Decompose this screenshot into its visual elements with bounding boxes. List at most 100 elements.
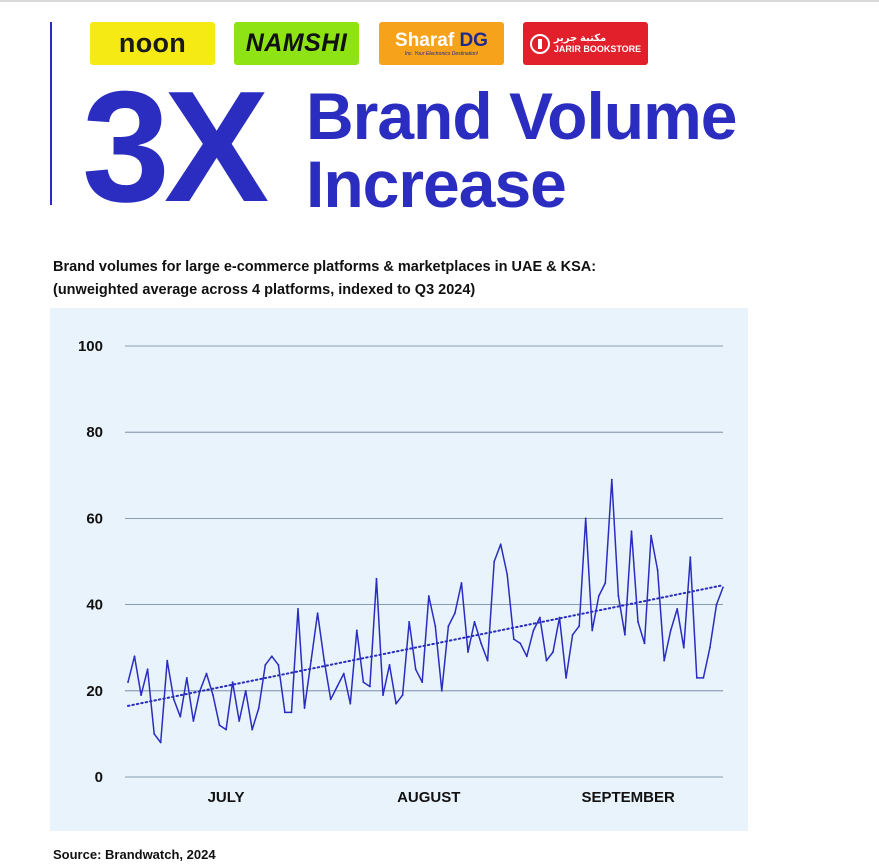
data-point xyxy=(604,582,607,584)
data-point xyxy=(212,694,214,697)
series-line-brand-volume xyxy=(127,478,724,744)
y-tick-label: 40 xyxy=(86,597,103,614)
headline-multiplier: 3X xyxy=(82,59,269,235)
data-point xyxy=(310,659,312,662)
data-point xyxy=(218,724,221,727)
data-point xyxy=(421,681,424,684)
data-point xyxy=(231,681,234,684)
chart-subtitle: Brand volumes for large e-commerce platf… xyxy=(53,256,596,302)
data-point xyxy=(127,681,129,684)
y-tick-label: 80 xyxy=(86,424,103,441)
data-point xyxy=(525,655,528,658)
data-point xyxy=(323,659,326,662)
data-point xyxy=(552,651,554,653)
namshi-logo: NAMSHI xyxy=(234,22,359,65)
data-point xyxy=(650,534,652,537)
sharaf-dg-tagline: Inc. Your Electronics Destination! xyxy=(404,50,479,57)
data-point xyxy=(284,711,286,714)
trend-line xyxy=(127,584,724,707)
data-point xyxy=(388,664,391,666)
data-point xyxy=(695,676,698,679)
data-point xyxy=(427,595,430,597)
data-point xyxy=(362,681,365,684)
data-point xyxy=(375,577,378,580)
data-point xyxy=(395,702,397,705)
data-point xyxy=(493,560,496,563)
data-point xyxy=(401,694,404,697)
data-point xyxy=(682,646,685,649)
jarir-arabic: مكتبة جرير xyxy=(553,32,607,44)
data-point xyxy=(624,633,626,636)
data-point xyxy=(369,685,371,688)
data-point xyxy=(676,608,679,610)
jarir-english: JARIR BOOKSTORE xyxy=(553,43,642,54)
data-point xyxy=(342,672,345,675)
data-point xyxy=(251,728,254,731)
sharaf-name: Sharaf xyxy=(395,29,455,51)
jarir-logo-text: مكتبة جرير JARIR BOOKSTORE xyxy=(553,32,642,54)
data-point xyxy=(454,612,456,615)
data-point xyxy=(584,517,587,520)
namshi-logo-text: NAMSHI xyxy=(245,29,348,57)
data-point xyxy=(185,676,188,679)
data-point xyxy=(473,620,476,623)
data-point xyxy=(610,478,613,481)
y-tick-label: 0 xyxy=(95,769,103,786)
data-point xyxy=(578,625,581,628)
data-point xyxy=(244,689,247,692)
data-point xyxy=(153,733,156,735)
data-point xyxy=(205,672,208,675)
data-point xyxy=(669,629,672,632)
data-point xyxy=(591,629,594,632)
data-point xyxy=(316,612,319,615)
data-point xyxy=(499,543,502,546)
data-point xyxy=(486,659,489,662)
data-point xyxy=(467,651,469,653)
data-point xyxy=(637,620,639,623)
data-point xyxy=(539,616,541,619)
data-point xyxy=(297,608,299,610)
accent-line xyxy=(50,22,52,205)
data-point xyxy=(140,694,142,697)
data-point xyxy=(722,586,724,589)
data-point xyxy=(179,715,182,718)
data-point xyxy=(460,582,463,584)
line-chart: 0 20 40 60 80 100 JULY AUGUST SEPTEMBER xyxy=(78,338,724,806)
jarir-emblem-icon xyxy=(529,33,550,54)
x-month-label: SEPTEMBER xyxy=(582,789,676,806)
chart-panel: 0 20 40 60 80 100 JULY AUGUST SEPTEMBER xyxy=(50,308,748,831)
headline-line-2: Increase xyxy=(306,147,567,221)
data-point xyxy=(597,595,600,597)
noon-logo-text: noon xyxy=(118,28,187,58)
sharaf-dg-logo-text: Sharaf DG xyxy=(395,29,488,51)
data-point xyxy=(277,664,280,666)
data-point xyxy=(532,629,535,632)
data-point xyxy=(630,530,633,533)
data-point xyxy=(512,638,515,640)
data-point xyxy=(408,620,411,623)
data-point xyxy=(159,741,162,744)
y-tick-label: 60 xyxy=(86,510,103,527)
data-point xyxy=(434,625,437,628)
data-point xyxy=(715,603,718,606)
data-point xyxy=(565,676,567,679)
data-point xyxy=(172,698,175,701)
top-rule xyxy=(0,0,879,2)
data-point xyxy=(663,659,666,662)
x-month-label: AUGUST xyxy=(397,789,460,806)
data-point xyxy=(303,707,306,709)
data-point xyxy=(447,625,450,628)
data-point xyxy=(643,642,646,645)
x-month-label: JULY xyxy=(208,789,245,806)
data-point xyxy=(290,711,293,714)
data-point xyxy=(133,655,136,658)
data-point xyxy=(146,668,149,671)
noon-logo: noon xyxy=(90,22,215,65)
data-point xyxy=(519,642,522,645)
data-point xyxy=(414,668,417,671)
data-point xyxy=(506,573,509,576)
data-point xyxy=(689,556,692,559)
y-tick-label: 100 xyxy=(78,338,103,355)
data-point xyxy=(702,676,705,679)
headline-title: Brand Volume Increase xyxy=(306,82,738,221)
